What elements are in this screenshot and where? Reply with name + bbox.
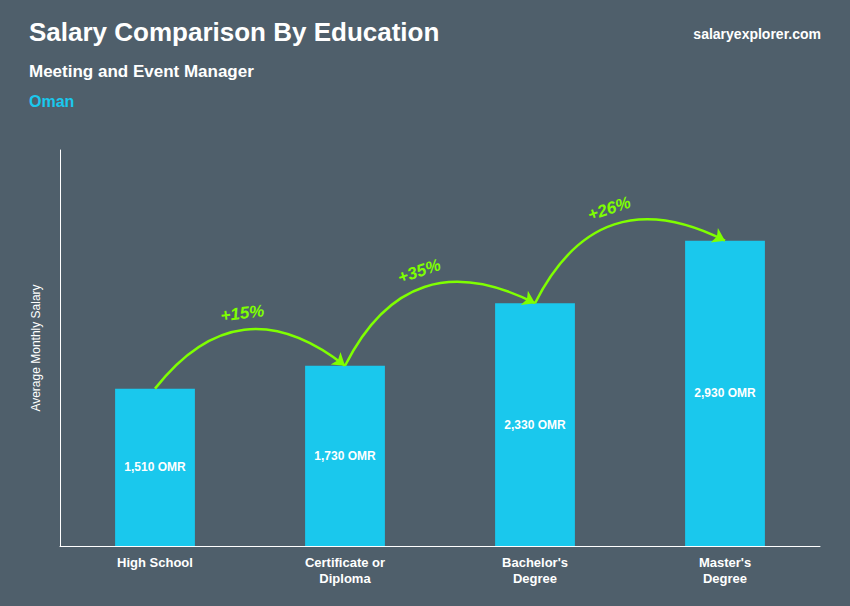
svg-text:2,930 OMR: 2,930 OMR xyxy=(694,386,756,400)
svg-text:1,510 OMR: 1,510 OMR xyxy=(124,460,186,474)
svg-text:+26%: +26% xyxy=(585,193,633,225)
svg-text:Degree: Degree xyxy=(703,571,747,586)
svg-text:1,730 OMR: 1,730 OMR xyxy=(314,449,376,463)
svg-text:High School: High School xyxy=(117,555,193,570)
svg-text:Diploma: Diploma xyxy=(319,571,371,586)
svg-text:Degree: Degree xyxy=(513,571,557,586)
svg-text:Salary Comparison By Education: Salary Comparison By Education xyxy=(29,17,439,47)
svg-text:salaryexplorer.com: salaryexplorer.com xyxy=(693,26,821,42)
svg-text:Oman: Oman xyxy=(29,93,74,110)
svg-text:Master's: Master's xyxy=(699,555,751,570)
svg-text:+15%: +15% xyxy=(219,301,265,325)
svg-text:Meeting and Event Manager: Meeting and Event Manager xyxy=(29,62,254,81)
svg-text:Bachelor's: Bachelor's xyxy=(502,555,568,570)
svg-text:Certificate or: Certificate or xyxy=(305,555,385,570)
svg-text:2,330 OMR: 2,330 OMR xyxy=(504,418,566,432)
svg-text:Average Monthly Salary: Average Monthly Salary xyxy=(29,284,43,411)
svg-text:+35%: +35% xyxy=(395,255,443,287)
